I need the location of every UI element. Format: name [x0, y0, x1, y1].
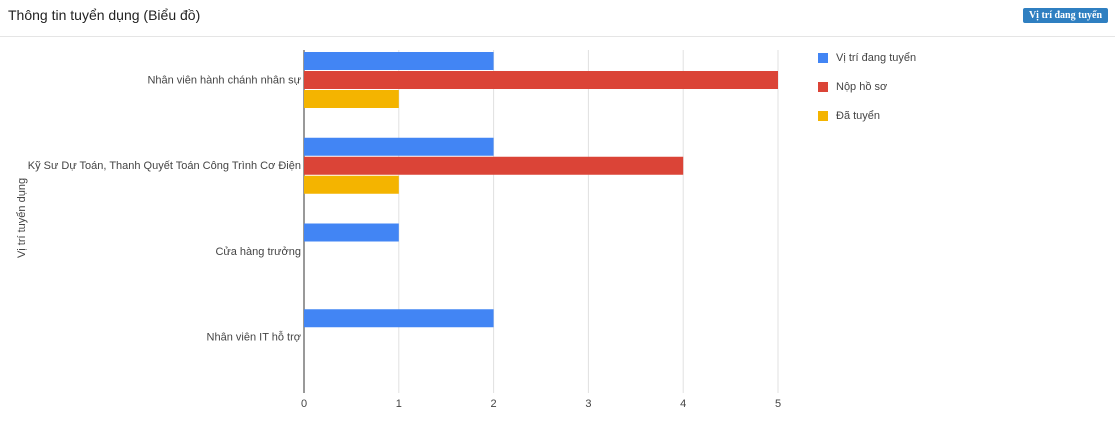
y-tick-label: Kỹ Sư Dự Toán, Thanh Quyết Toán Công Trì… [28, 160, 301, 172]
legend-label: Đã tuyển [836, 110, 880, 122]
x-tick-label: 4 [680, 398, 686, 410]
y-tick-label: Nhân viên IT hỗ trợ [207, 331, 301, 344]
x-tick-label: 0 [301, 398, 307, 410]
legend-label: Vị trí đang tuyển [836, 52, 916, 64]
bar [304, 71, 778, 89]
y-axis-label: Vị trí tuyển dụng [16, 178, 28, 258]
bar [304, 90, 399, 108]
button[interactable]: Vị trí đang tuyển [1022, 8, 1108, 23]
y-tick-label: Cửa hàng trưởng [215, 246, 301, 258]
x-tick-label: 3 [585, 398, 591, 410]
y-tick-label: Nhân viên hành chánh nhân sự [147, 74, 301, 86]
legend-swatch [818, 111, 828, 121]
bar [304, 175, 399, 194]
panel-header: Thông tin tuyển dụng (Biểu đồ) Vị trí đa… [0, 0, 1115, 37]
bar [304, 309, 494, 328]
x-tick-label: 1 [396, 398, 402, 410]
x-tick-label: 2 [491, 398, 497, 410]
bar [304, 223, 399, 242]
bar [304, 156, 684, 175]
panel-title: Thông tin tuyển dụng (Biểu đồ) [8, 7, 201, 23]
bar [304, 137, 494, 156]
legend-swatch [818, 53, 828, 63]
x-tick-label: 5 [775, 398, 781, 410]
legend-label: Nộp hồ sơ [836, 81, 887, 93]
legend-swatch [818, 82, 828, 92]
bar [304, 52, 494, 70]
